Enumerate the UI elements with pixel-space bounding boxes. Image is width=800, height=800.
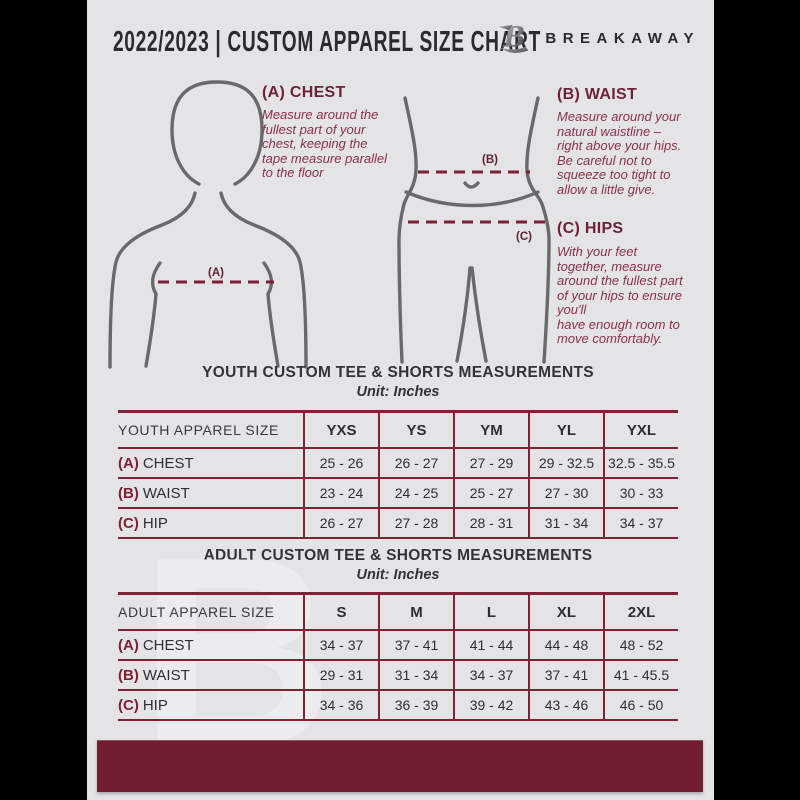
adult-section-title: ADULT CUSTOM TEE & SHORTS MEASUREMENTS — [203, 547, 593, 564]
row-label-text: WAIST — [142, 666, 190, 684]
adult-unit-label: Unit: Inches — [356, 567, 440, 583]
row-label-text: CHEST — [142, 636, 194, 654]
youth-size-ym: YM — [453, 410, 529, 449]
cell-value: 27 - 28 — [378, 508, 454, 539]
cell-value: 31 - 34 — [528, 508, 604, 539]
cell-value: 37 - 41 — [528, 660, 604, 691]
cell-value: 41 - 45.5 — [603, 660, 678, 691]
row-label-text: HIP — [142, 514, 168, 532]
cell-value: 26 - 27 — [303, 508, 379, 539]
adult-size-xl: XL — [528, 592, 604, 631]
cell-value: 29 - 31 — [303, 660, 379, 691]
adult-size-2xl: 2XL — [603, 592, 678, 631]
table-row-adult-hip: (C) HIP 34 - 36 36 - 39 39 - 42 43 - 46 4… — [118, 690, 678, 721]
table-row-youth-chest: (A) CHEST 25 - 26 26 - 27 27 - 29 29 - 32… — [118, 448, 678, 479]
youth-size-ys: YS — [378, 410, 454, 449]
cell-value: 23 - 24 — [303, 478, 379, 509]
table-row-youth-hip: (C) HIP 26 - 27 27 - 28 28 - 31 31 - 34 3… — [118, 508, 678, 539]
table-row-adult-waist: (B) WAIST 29 - 31 31 - 34 34 - 37 37 - 41… — [118, 660, 678, 691]
cell-value: 37 - 41 — [378, 630, 454, 661]
cell-value: 48 - 52 — [603, 630, 678, 661]
upper-body-diagram: (A) — [108, 80, 308, 369]
cell-value: 34 - 37 — [603, 508, 678, 539]
cell-value: 25 - 27 — [453, 478, 529, 509]
youth-size-yl: YL — [528, 410, 604, 449]
row-label-text: HIP — [142, 696, 168, 714]
chest-heading: (A) CHEST — [262, 84, 346, 101]
breakaway-b-icon: B — [498, 19, 529, 54]
table-row-adult-chest: (A) CHEST 34 - 37 37 - 41 41 - 44 44 - 48… — [118, 630, 678, 661]
cell-value: 46 - 50 — [603, 690, 678, 721]
lower-body-diagram: (B) (C) — [397, 96, 551, 364]
waist-line-label: (B) — [482, 154, 498, 166]
hips-heading: (C) HIPS — [557, 220, 624, 237]
youth-size-column-header: YOUTH APPAREL SIZE — [118, 410, 304, 449]
youth-size-table: YOUTH APPAREL SIZE YXS YS YM YL YXL (A) C… — [118, 410, 678, 539]
adult-header-row: ADULT APPAREL SIZE S M L XL 2XL — [118, 592, 678, 631]
cell-value: 36 - 39 — [378, 690, 454, 721]
cell-value: 26 - 27 — [378, 448, 454, 479]
youth-section-title: YOUTH CUSTOM TEE & SHORTS MEASUREMENTS — [202, 364, 594, 381]
youth-header-row: YOUTH APPAREL SIZE YXS YS YM YL YXL — [118, 410, 678, 449]
adult-size-s: S — [303, 592, 379, 631]
row-letter: (A) — [118, 636, 139, 654]
cell-value: 34 - 37 — [453, 660, 529, 691]
hips-instruction: With your feet together, measure around … — [557, 244, 683, 346]
row-letter: (A) — [118, 454, 139, 472]
cell-value: 27 - 29 — [453, 448, 529, 479]
chest-instruction: Measure around the fullest part of your … — [262, 107, 388, 180]
table-row-youth-waist: (B) WAIST 23 - 24 24 - 25 25 - 27 27 - 30… — [118, 478, 678, 509]
page-title: 2022/2023 | CUSTOM APPAREL SIZE CHART — [113, 26, 541, 58]
adult-size-l: L — [453, 592, 529, 631]
cell-value: 32.5 - 35.5 — [603, 448, 678, 479]
cell-value: 29 - 32.5 — [528, 448, 604, 479]
cell-value: 25 - 26 — [303, 448, 379, 479]
row-letter: (C) — [118, 514, 139, 532]
cell-value: 24 - 25 — [378, 478, 454, 509]
cell-value: 31 - 34 — [378, 660, 454, 691]
youth-size-yxl: YXL — [603, 410, 678, 449]
footer-bar — [97, 740, 703, 792]
cell-value: 27 - 30 — [528, 478, 604, 509]
cell-value: 44 - 48 — [528, 630, 604, 661]
row-letter: (C) — [118, 696, 139, 714]
flyer-page: 2022/2023 | CUSTOM APPAREL SIZE CHART B … — [87, 0, 714, 800]
adult-size-table: ADULT APPAREL SIZE S M L XL 2XL (A) CHEST… — [118, 592, 678, 721]
hips-line-label: (C) — [516, 231, 532, 243]
cell-value: 30 - 33 — [603, 478, 678, 509]
waist-heading: (B) WAIST — [557, 86, 638, 103]
youth-size-yxs: YXS — [303, 410, 379, 449]
cell-value: 28 - 31 — [453, 508, 529, 539]
cell-value: 39 - 42 — [453, 690, 529, 721]
adult-size-column-header: ADULT APPAREL SIZE — [118, 592, 304, 631]
row-label-text: WAIST — [142, 484, 190, 502]
row-label-text: CHEST — [142, 454, 194, 472]
row-letter: (B) — [118, 666, 139, 684]
cell-value: 34 - 37 — [303, 630, 379, 661]
waist-instruction: Measure around your natural waistline – … — [557, 109, 682, 197]
cell-value: 41 - 44 — [453, 630, 529, 661]
cell-value: 34 - 36 — [303, 690, 379, 721]
youth-unit-label: Unit: Inches — [356, 384, 440, 400]
adult-size-m: M — [378, 592, 454, 631]
brand-logo: B BREAKAWAY — [495, 18, 700, 58]
brand-name: BREAKAWAY — [545, 29, 700, 47]
chest-line-label: (A) — [208, 267, 224, 279]
row-letter: (B) — [118, 484, 139, 502]
cell-value: 43 - 46 — [528, 690, 604, 721]
